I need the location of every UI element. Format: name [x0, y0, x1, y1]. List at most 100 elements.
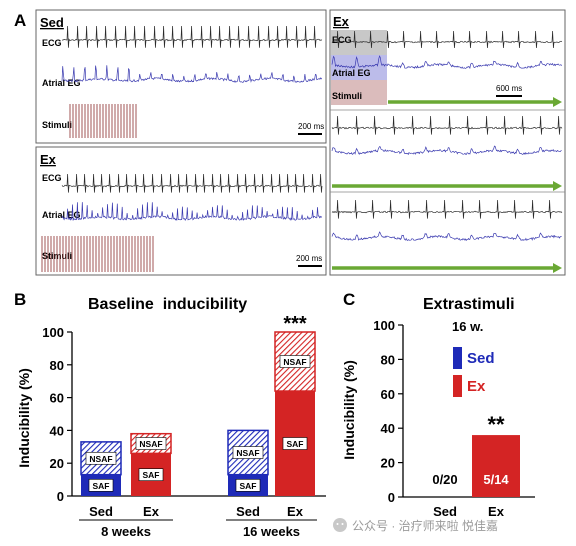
legend-swatch [453, 347, 462, 369]
y-tick-label: 100 [42, 325, 64, 340]
saf-label: SAF [287, 439, 304, 449]
marker-arrow-1 [553, 97, 562, 107]
wechat-icon [333, 518, 347, 532]
ex-long-trace-title: Ex [333, 14, 350, 29]
panel-b-ylabel: Inducibility (%) [16, 368, 32, 468]
panel-c-legend: Sed Ex [453, 347, 495, 397]
ex-ecg-label: ECG [42, 173, 62, 183]
marker-arrow-2 [553, 181, 562, 191]
panel-c-x-labels: Sed Ex [433, 504, 505, 519]
x-tick-label: Ex [488, 504, 505, 519]
sed-ecg-trace [61, 25, 323, 48]
y-tick-label: 100 [373, 318, 395, 333]
nsaf-label-box [279, 355, 311, 368]
ex-long-stimuli-label: Stimuli [332, 91, 362, 101]
sed-trace-title: Sed [40, 15, 64, 30]
data-label: 5/14 [483, 472, 509, 487]
nsaf-label-box [232, 446, 264, 459]
y-tick-label: 20 [50, 456, 64, 471]
panel-a-ex-long-box: Ex ECG Atrial EG Stimuli 600 ms [329, 9, 566, 276]
group-label: 16 weeks [243, 524, 300, 539]
legend-label: Ex [467, 378, 486, 395]
sed-ecg-label: ECG [42, 38, 62, 48]
panel-b-bars: SAF NSAF SAF NSAF SAF NSAF SAF NSAF *** [80, 313, 316, 496]
ex-atrial-trace [61, 202, 322, 222]
ex-atrial-label: Atrial EG [42, 210, 81, 220]
stimuli-highlight [331, 80, 387, 105]
sed-scale-label: 200 ms [298, 122, 324, 131]
sed-stimuli-trace [69, 104, 137, 138]
legend-label: Sed [467, 350, 495, 367]
bar-value [472, 435, 520, 497]
y-tick-label: 40 [50, 423, 64, 438]
panel-c-y-axis: 0 20 40 60 80 100 [373, 318, 535, 505]
ex-long-ecg-label: ECG [332, 35, 352, 45]
nsaf-label: NSAF [236, 448, 259, 458]
saf-label-box [138, 468, 164, 481]
sed-atrial-label: Atrial EG [42, 78, 81, 88]
significance-marker: ** [487, 412, 505, 437]
marker-arrow-3 [553, 263, 562, 273]
panel-b-letter: B [14, 290, 26, 309]
watermark-text: 公众号 · 治疗师来啦 悦佳嘉 [352, 518, 498, 533]
ex-ecg-trace [61, 173, 323, 193]
x-tick-label: Sed [433, 504, 457, 519]
ex-long-ecg-trace-1 [331, 30, 563, 49]
y-tick-label: 0 [388, 490, 395, 505]
y-tick-label: 40 [381, 421, 395, 436]
panel-c-chart: C Extrastimuli 16 w. Inducibility (%) 0 2… [341, 290, 535, 519]
ex-long-ecg-trace-3 [331, 199, 563, 219]
saf-label: SAF [143, 470, 160, 480]
ex-long-atrial-trace-1 [331, 55, 562, 70]
x-tick-label: Sed [89, 504, 113, 519]
panel-b-x-labels: Sed Ex Sed Ex 8 weeks 16 weeks [79, 504, 317, 539]
nsaf-label: NSAF [283, 357, 306, 367]
ex-long-atrial-trace-3 [331, 231, 562, 242]
y-tick-label: 20 [381, 456, 395, 471]
y-tick-label: 80 [50, 358, 64, 373]
ecg-highlight [331, 30, 387, 55]
saf-label-box [282, 437, 308, 450]
panel-c-ylabel: Inducibility (%) [341, 360, 357, 460]
data-label: 0/20 [432, 472, 457, 487]
ex-long-scale-label: 600 ms [496, 84, 522, 93]
panel-a-letter: A [14, 11, 26, 30]
nsaf-label: NSAF [139, 439, 162, 449]
wechat-icon-eye-right [341, 523, 344, 525]
ex-scale-label: 200 ms [296, 254, 322, 263]
ex-trace-title: Ex [40, 152, 57, 167]
ex-long-atrial-label: Atrial EG [332, 68, 371, 78]
x-tick-label: Ex [287, 504, 304, 519]
panel-c-title: Extrastimuli [423, 296, 515, 313]
panel-b-chart: B Baseline inducibility Inducibility (%)… [14, 290, 326, 539]
panel-b-title: Baseline inducibility [88, 296, 247, 313]
panel-a-ex-box: Ex ECG Atrial EG Stimuli 200 ms [35, 146, 327, 276]
saf-label-box [235, 479, 261, 492]
saf-label-box [88, 479, 114, 492]
group-label: 8 weeks [101, 524, 151, 539]
nsaf-label: NSAF [89, 454, 112, 464]
y-tick-label: 80 [381, 352, 395, 367]
x-tick-label: Ex [143, 504, 160, 519]
ex-long-atrial-trace-2 [331, 145, 562, 156]
ex-stimuli-trace [41, 236, 154, 272]
nsaf-label-box [135, 437, 167, 450]
panel-c-subtitle: 16 w. [452, 319, 483, 334]
nsaf-label-box [85, 451, 117, 465]
watermark: 公众号 · 治疗师来啦 悦佳嘉 [333, 518, 498, 533]
panel-a-sed-box: Sed ECG Atrial EG Stimuli 200 ms [35, 9, 327, 144]
sed-stimuli-label: Stimuli [42, 120, 72, 130]
legend-swatch [453, 375, 462, 397]
ex-long-ecg-trace-2 [331, 115, 563, 135]
wechat-icon-eye-left [336, 523, 339, 525]
y-tick-label: 0 [57, 489, 64, 504]
atrial-highlight [331, 55, 387, 80]
panel-c-bars: 0/20 5/14 ** [432, 412, 520, 497]
y-tick-label: 60 [50, 391, 64, 406]
saf-label: SAF [93, 481, 110, 491]
saf-label: SAF [240, 481, 257, 491]
panel-c-letter: C [343, 290, 355, 309]
x-tick-label: Sed [236, 504, 260, 519]
y-tick-label: 60 [381, 387, 395, 402]
